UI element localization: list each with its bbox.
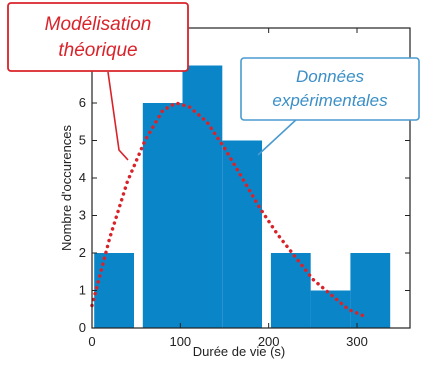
axes-layer: 010020030001234567Durée de vie (s)Nombre… (59, 27, 411, 359)
x-tick-label: 0 (88, 334, 95, 349)
x-tick-label: 200 (258, 334, 280, 349)
callout-box-blue (240, 57, 420, 121)
callout-box-red (7, 2, 189, 72)
y-tick-label: 2 (79, 245, 86, 260)
x-tick-label: 300 (346, 334, 368, 349)
callout-text-blue-line1: Données (296, 67, 365, 86)
y-tick-label: 6 (79, 95, 86, 110)
y-axis-label: Nombre d'occurences (59, 124, 74, 251)
x-axis-label: Durée de vie (s) (193, 344, 285, 359)
annotations-layer: Modélisation théorique Données expérimental… (7, 2, 420, 161)
callout-text-red-line2: théorique (58, 40, 137, 61)
histogram-bar (310, 290, 351, 328)
x-tick-label: 100 (169, 334, 191, 349)
callout-text-red-line1: Modélisation (45, 14, 152, 35)
y-tick-label: 5 (79, 133, 86, 148)
y-tick-label: 0 (79, 320, 86, 335)
histogram-bar (142, 103, 183, 328)
histogram-bar (94, 253, 134, 328)
y-tick-label: 1 (79, 283, 86, 298)
model-curve (90, 101, 368, 319)
y-tick-label: 4 (79, 170, 86, 185)
callout-text-blue-line2: expérimentales (272, 91, 388, 110)
histogram-bar (270, 253, 311, 328)
histogram-bar (182, 65, 223, 328)
callout-pointer-blue (257, 117, 299, 156)
callout-pointer-red (107, 71, 129, 161)
bars-layer (94, 65, 391, 328)
model-curve-layer (90, 101, 368, 319)
y-tick-label: 3 (79, 208, 86, 223)
histogram-bar (222, 140, 262, 328)
histogram-bar (350, 253, 391, 328)
